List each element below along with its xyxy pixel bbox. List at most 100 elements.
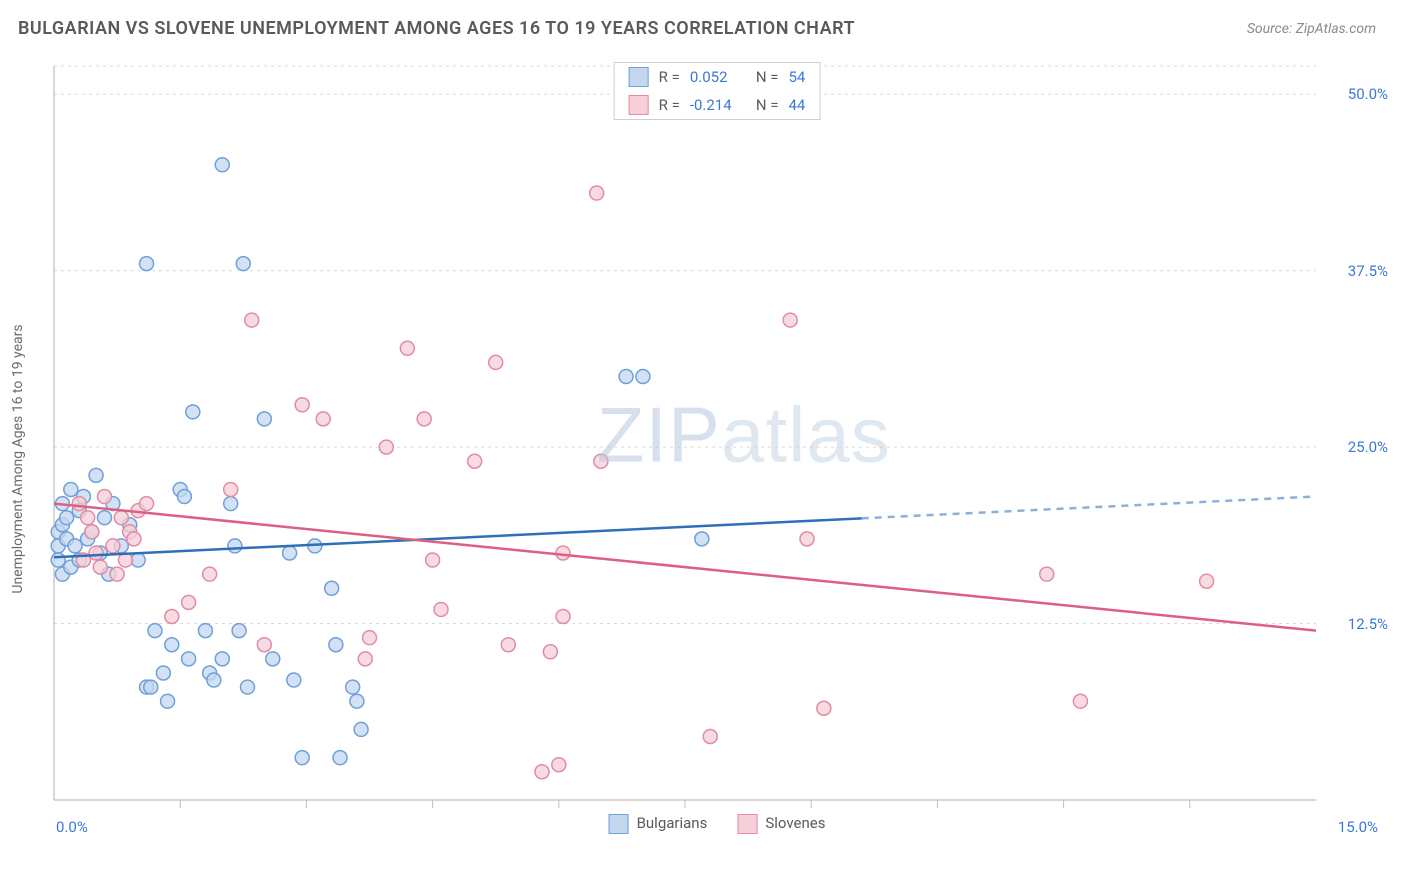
scatter-point xyxy=(619,370,633,384)
scatter-point xyxy=(177,490,191,504)
scatter-point xyxy=(161,694,175,708)
scatter-point xyxy=(106,539,120,553)
r-label: R = xyxy=(659,96,680,114)
scatter-point xyxy=(114,511,128,525)
scatter-point xyxy=(590,186,604,200)
scatter-point xyxy=(257,412,271,426)
scatter-point xyxy=(232,624,246,638)
legend-swatch xyxy=(609,814,629,834)
scatter-point xyxy=(543,645,557,659)
scatter-point xyxy=(207,673,221,687)
scatter-point xyxy=(501,638,515,652)
scatter-point xyxy=(241,680,255,694)
scatter-point xyxy=(198,624,212,638)
n-value: 44 xyxy=(788,96,805,114)
scatter-point xyxy=(85,525,99,539)
n-label: N = xyxy=(756,96,779,114)
scatter-point xyxy=(325,581,339,595)
scatter-point xyxy=(140,497,154,511)
trend-line xyxy=(54,518,862,557)
scatter-point xyxy=(800,532,814,546)
legend-label: Bulgarians xyxy=(637,814,708,832)
scatter-point xyxy=(68,539,82,553)
scatter-point xyxy=(186,405,200,419)
y-tick-label: 25.0% xyxy=(1348,438,1388,456)
scatter-point xyxy=(1073,694,1087,708)
n-label: N = xyxy=(756,68,779,86)
y-tick-label: 37.5% xyxy=(1348,262,1388,280)
scatter-point xyxy=(556,610,570,624)
scatter-point xyxy=(316,412,330,426)
scatter-point xyxy=(468,454,482,468)
scatter-point xyxy=(215,158,229,172)
scatter-point xyxy=(283,546,297,560)
legend-item: Bulgarians xyxy=(609,814,708,834)
scatter-point xyxy=(236,257,250,271)
scatter-point xyxy=(72,497,86,511)
scatter-point xyxy=(93,560,107,574)
scatter-point xyxy=(363,631,377,645)
x-axis-min: 0.0% xyxy=(56,818,88,836)
legend-label: Slovenes xyxy=(765,814,825,832)
scatter-point xyxy=(287,673,301,687)
scatter-point xyxy=(333,751,347,765)
r-label: R = xyxy=(659,68,680,86)
scatter-point xyxy=(228,539,242,553)
scatter-point xyxy=(144,680,158,694)
scatter-point xyxy=(552,758,566,772)
scatter-point xyxy=(329,638,343,652)
scatter-point xyxy=(60,511,74,525)
scatter-point xyxy=(703,729,717,743)
scatter-point xyxy=(156,666,170,680)
scatter-point xyxy=(224,497,238,511)
legend-series: Bulgarians Slovenes xyxy=(609,814,826,834)
scatter-point xyxy=(346,680,360,694)
n-value: 54 xyxy=(788,68,805,86)
scatter-plot xyxy=(48,60,1386,842)
scatter-point xyxy=(1040,567,1054,581)
scatter-point xyxy=(358,652,372,666)
scatter-point xyxy=(148,624,162,638)
scatter-point xyxy=(817,701,831,715)
r-value: -0.214 xyxy=(690,96,746,114)
scatter-point xyxy=(354,722,368,736)
scatter-point xyxy=(636,370,650,384)
scatter-point xyxy=(140,257,154,271)
scatter-point xyxy=(266,652,280,666)
legend-swatch xyxy=(629,95,649,115)
trend-line-dashed xyxy=(862,497,1316,519)
page-title: BULGARIAN VS SLOVENE UNEMPLOYMENT AMONG … xyxy=(18,18,855,39)
scatter-point xyxy=(350,694,364,708)
scatter-point xyxy=(89,546,103,560)
scatter-point xyxy=(417,412,431,426)
scatter-point xyxy=(434,602,448,616)
legend-stats: R = 0.052 N = 54 R = -0.214 N = 44 xyxy=(614,62,821,120)
scatter-point xyxy=(224,482,238,496)
legend-item: Slovenes xyxy=(737,814,825,834)
scatter-point xyxy=(489,355,503,369)
scatter-point xyxy=(295,751,309,765)
source-label: Source: ZipAtlas.com xyxy=(1247,21,1376,37)
scatter-point xyxy=(127,532,141,546)
scatter-point xyxy=(203,567,217,581)
scatter-point xyxy=(400,341,414,355)
scatter-point xyxy=(165,610,179,624)
legend-swatch xyxy=(629,67,649,87)
legend-stat-row: R = 0.052 N = 54 xyxy=(615,63,820,91)
legend-swatch xyxy=(737,814,757,834)
legend-stat-row: R = -0.214 N = 44 xyxy=(615,91,820,119)
scatter-point xyxy=(295,398,309,412)
y-tick-label: 50.0% xyxy=(1348,85,1388,103)
scatter-point xyxy=(97,511,111,525)
scatter-point xyxy=(81,511,95,525)
scatter-point xyxy=(594,454,608,468)
scatter-point xyxy=(556,546,570,560)
y-axis-label: Unemployment Among Ages 16 to 19 years xyxy=(10,324,26,593)
scatter-point xyxy=(110,567,124,581)
scatter-point xyxy=(426,553,440,567)
scatter-point xyxy=(165,638,179,652)
chart-area: Unemployment Among Ages 16 to 19 years Z… xyxy=(48,60,1386,842)
scatter-point xyxy=(245,313,259,327)
scatter-point xyxy=(215,652,229,666)
y-tick-label: 12.5% xyxy=(1348,615,1388,633)
